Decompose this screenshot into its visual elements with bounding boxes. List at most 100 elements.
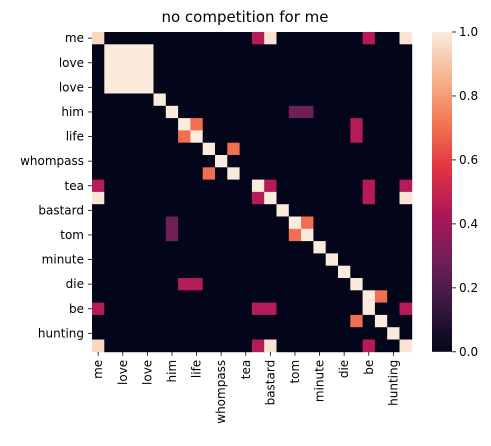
heatmap-cell [227,118,240,131]
heatmap-cell [128,253,142,267]
heatmap-cell [325,241,339,254]
heatmap-cell [288,93,302,107]
heatmap-cell [301,68,314,82]
heatmap-cell [202,253,216,267]
heatmap-cell [301,118,314,131]
heatmap-cell [227,167,240,180]
heatmap-cell [215,93,228,107]
heatmap-cell [153,155,167,168]
heatmap-cell [190,105,204,119]
heatmap-cell [190,118,204,131]
heatmap-cells [92,32,413,353]
heatmap-cell [178,204,191,217]
heatmap-cell [227,81,240,94]
heatmap-cell [338,179,351,193]
heatmap-cell [128,130,142,144]
heatmap-cell [387,179,400,193]
heatmap-cell [313,204,327,217]
heatmap-cell [141,290,154,303]
heatmap-cell [264,241,277,254]
heatmap-cell [374,327,388,340]
heatmap-cell [128,327,142,340]
heatmap-cell [92,327,105,340]
heatmap-cell [276,155,290,168]
heatmap-cell [325,32,339,45]
heatmap-cell [313,105,327,119]
heatmap-cell [239,167,253,180]
heatmap-cell [374,81,388,94]
heatmap-cell [264,81,277,94]
heatmap-cell [116,253,130,267]
heatmap-cell [202,56,216,70]
heatmap-cell [92,241,105,254]
heatmap-cell [153,81,167,94]
heatmap-cell [301,44,314,57]
heatmap-cell [387,278,400,291]
heatmap-cell [276,179,290,193]
y-tick-label: me [65,31,84,45]
heatmap-cell [325,68,339,82]
heatmap-cell [276,278,290,291]
heatmap-cell [288,68,302,82]
y-tick-label: hunting [38,326,84,340]
heatmap-cell [264,68,277,82]
heatmap-cell [128,68,142,82]
heatmap-cell [338,253,351,267]
heatmap-cell [276,216,290,230]
heatmap-cell [350,81,363,94]
heatmap-cell [251,339,265,353]
heatmap-cell [251,228,265,242]
heatmap-cell [104,130,117,144]
heatmap-cell [276,142,290,156]
heatmap-cell [313,32,327,45]
heatmap-cell [288,278,302,291]
heatmap-cell [116,265,130,279]
heatmap-cell [104,327,117,340]
heatmap-cell [350,278,363,291]
heatmap-cell [141,155,154,168]
heatmap-cell [387,228,400,242]
heatmap-cell [215,241,228,254]
heatmap-cell [92,228,105,242]
heatmap-cell [141,265,154,279]
heatmap-cell [362,278,376,291]
heatmap-cell [153,105,167,119]
heatmap-cell [178,56,191,70]
heatmap-cell [350,93,363,107]
heatmap-cell [215,339,228,353]
heatmap-cell [178,142,191,156]
heatmap-cell [350,130,363,144]
heatmap-cell [387,44,400,57]
heatmap-cell [141,44,154,57]
heatmap-cell [141,204,154,217]
heatmap-cell [165,191,179,205]
heatmap-cell [116,204,130,217]
heatmap-cell [104,167,117,180]
heatmap-cell [325,167,339,180]
y-tick-label: tea [65,179,84,193]
heatmap-cell [215,105,228,119]
heatmap-cell [251,278,265,291]
heatmap-cell [202,167,216,180]
heatmap-cell [227,155,240,168]
heatmap-cell [104,179,117,193]
heatmap-cell [202,68,216,82]
x-tick-label: be [362,360,376,375]
colorbar-ticks: 0.0 0.2 0.4 0.6 0.8 1.0 [452,25,478,359]
heatmap-cell [104,204,117,217]
heatmap-cell [153,253,167,267]
heatmap-cell [104,81,117,94]
heatmap-cell [202,241,216,254]
heatmap-cell [399,278,413,291]
heatmap-cell [190,142,204,156]
heatmap-cell [190,228,204,242]
heatmap-cell [288,105,302,119]
heatmap-cell [338,339,351,353]
heatmap-cell [141,167,154,180]
heatmap-cell [350,253,363,267]
heatmap-cell [104,290,117,303]
heatmap-cell [251,327,265,340]
heatmap-cell [239,265,253,279]
heatmap-cell [276,314,290,328]
x-tick-label: life [190,360,204,378]
